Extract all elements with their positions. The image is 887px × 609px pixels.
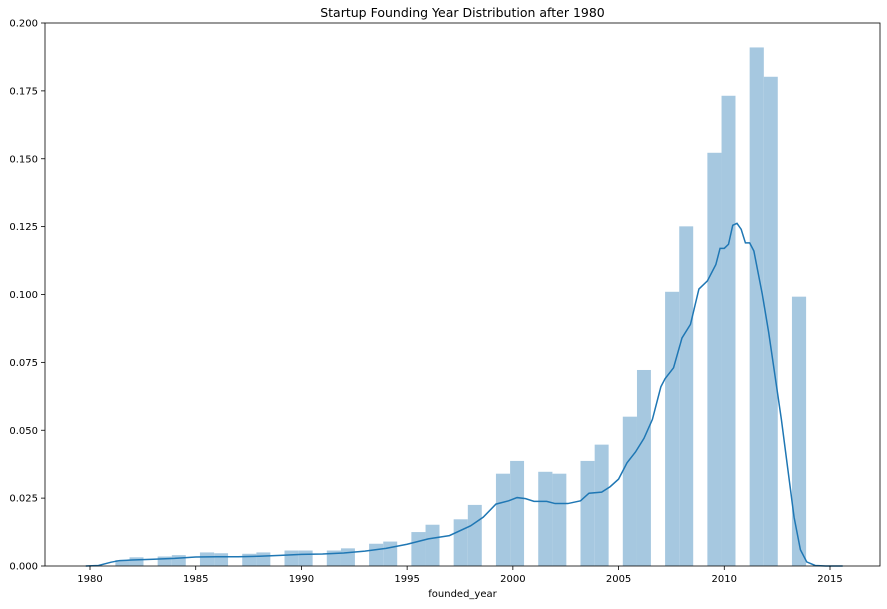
histogram-bar: [453, 519, 468, 566]
histogram-bar: [411, 532, 426, 566]
histogram-bar: [594, 444, 609, 566]
histogram-bar: [538, 471, 553, 566]
x-tick-label: 1985: [183, 574, 208, 585]
histogram-bar: [749, 47, 764, 566]
histogram-bar: [763, 76, 778, 566]
histogram-bar: [369, 543, 384, 566]
histogram-bar: [298, 550, 313, 566]
y-tick-label: 0.100: [9, 290, 38, 301]
histogram-bar: [115, 560, 130, 566]
histogram-bar: [580, 460, 595, 566]
x-tick-label: 1990: [289, 574, 314, 585]
x-axis-ticks: 1980 1985 1990 1995 2000 2005 2010 2015: [77, 566, 843, 585]
histogram-bar: [721, 95, 736, 566]
histogram-bar: [467, 504, 482, 566]
histogram-bar: [383, 541, 398, 566]
y-tick-label: 0.175: [9, 86, 38, 97]
x-tick-label: 2015: [817, 574, 842, 585]
histogram-bar: [665, 291, 680, 566]
histogram-bar: [157, 556, 172, 566]
histogram-bar: [199, 552, 215, 566]
histogram-bar: [340, 548, 355, 566]
x-tick-label: 1980: [77, 574, 102, 585]
y-tick-label: 0.125: [9, 222, 38, 233]
histogram-bar: [214, 553, 229, 566]
histogram-bar: [425, 524, 440, 566]
histogram-bar: [636, 369, 651, 566]
x-tick-label: 2005: [606, 574, 631, 585]
chart-title: Startup Founding Year Distribution after…: [320, 5, 605, 20]
histogram-bar: [495, 473, 511, 566]
y-tick-label: 0.200: [9, 19, 38, 30]
histogram-bar: [171, 555, 186, 566]
histogram-bar: [284, 550, 299, 566]
histogram-bar: [256, 552, 271, 566]
y-tick-label: 0.150: [9, 154, 38, 165]
kde-density-line: [85, 222, 843, 567]
x-tick-label: 1995: [394, 574, 419, 585]
y-tick-label: 0.025: [9, 494, 38, 505]
histogram-bar: [622, 416, 637, 566]
histogram-bar: [129, 557, 144, 566]
y-tick-label: 0.000: [9, 562, 38, 573]
histogram-bars: [115, 47, 807, 566]
x-tick-label: 2010: [712, 574, 737, 585]
x-axis-label: founded_year: [428, 589, 497, 600]
histogram-bar: [552, 473, 567, 566]
histogram-bar: [679, 226, 694, 566]
y-tick-label: 0.050: [9, 426, 38, 437]
y-axis-ticks: 0.000 0.025 0.050 0.075 0.100 0.125 0.150 0.175…: [9, 19, 45, 573]
x-tick-label: 2000: [500, 574, 525, 585]
y-tick-label: 0.075: [9, 358, 38, 369]
histogram-bar: [791, 296, 807, 566]
histogram-bar: [510, 460, 525, 566]
histogram-bar: [707, 152, 722, 566]
